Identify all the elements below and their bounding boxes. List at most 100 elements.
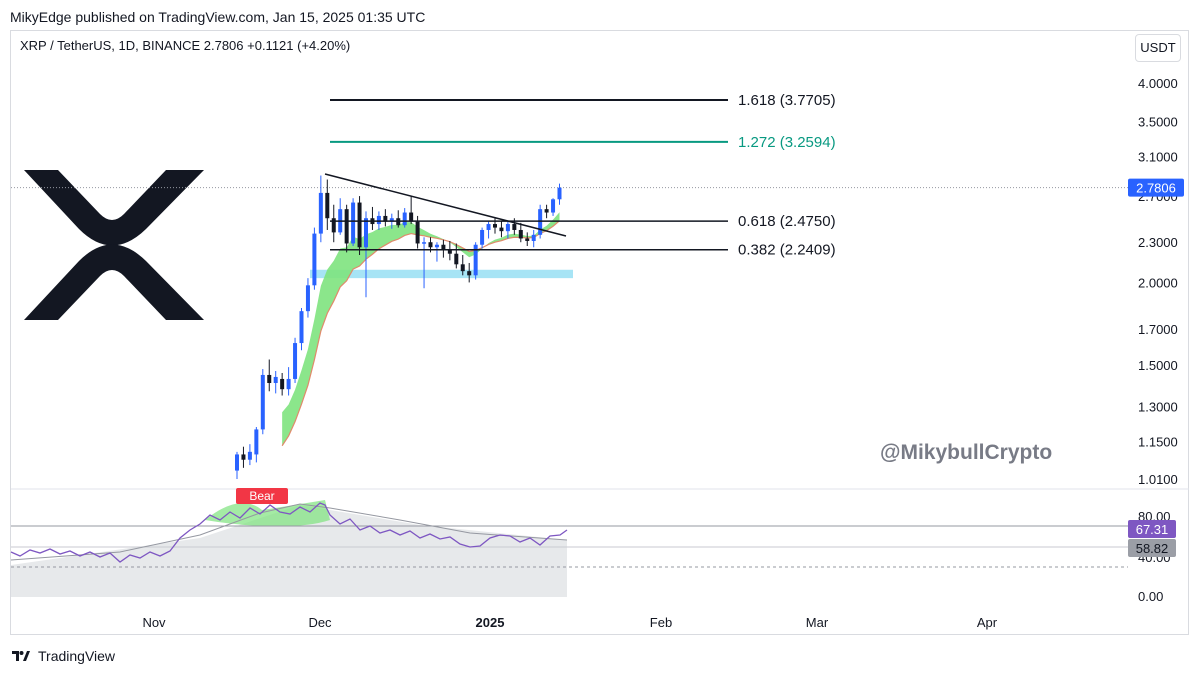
candle-body (434, 244, 439, 248)
candle-body (493, 224, 497, 228)
candle-body (525, 238, 530, 241)
trend-ribbon (281, 212, 560, 447)
candle (280, 372, 285, 396)
fib-label-1272: 1.272 (3.2594) (738, 134, 836, 151)
candle (505, 221, 510, 239)
candle (409, 196, 414, 225)
fib-label-0382: 0.382 (2.2409) (738, 242, 836, 259)
currency-button[interactable]: USDT (1135, 34, 1181, 62)
candle (325, 179, 330, 230)
candle-body (518, 229, 523, 239)
time-label-mar: Mar (806, 615, 829, 630)
footer-brand-label: TradingView (38, 648, 116, 664)
candle-body (531, 234, 536, 241)
candle-body (364, 218, 368, 248)
price-tick: 1.0100 (1138, 472, 1178, 487)
candle-body (409, 212, 414, 222)
candle (480, 227, 485, 249)
candle (383, 209, 388, 227)
candle (235, 451, 239, 479)
bear-label: Bear (249, 489, 274, 503)
candle (518, 222, 523, 243)
candle-body (428, 242, 433, 248)
candle-body (415, 221, 420, 244)
candle-body (267, 374, 272, 384)
xrp-logo-icon (24, 170, 204, 320)
candle-body (357, 202, 362, 248)
candle-body (557, 187, 562, 200)
rsi-ma-badge (1128, 539, 1176, 557)
time-label-apr: Apr (977, 615, 998, 630)
candle (267, 359, 272, 392)
author-watermark: @MikybullCrypto (880, 441, 1053, 464)
candle (351, 198, 356, 246)
candle-body (551, 199, 556, 213)
candle (467, 262, 472, 283)
candle (260, 369, 265, 435)
candle (525, 232, 530, 246)
candle (254, 427, 259, 463)
price-tick: 3.5000 (1138, 114, 1178, 129)
time-label-feb: Feb (650, 615, 672, 630)
candle-body (235, 454, 239, 471)
symbol-info[interactable]: XRP / TetherUS, 1D, BINANCE 2.7806 +0.11… (20, 38, 351, 53)
candle (338, 198, 343, 235)
rsi-value: 67.31 (1136, 522, 1169, 537)
time-label-dec: Dec (308, 615, 332, 630)
candle-body (254, 429, 259, 455)
candle-body (544, 209, 549, 213)
descending-trendline[interactable] (324, 173, 567, 237)
candle-body (318, 192, 323, 234)
price-tick: 1.1500 (1138, 435, 1178, 450)
candle (396, 210, 401, 228)
time-label-nov: Nov (142, 615, 166, 630)
candle (454, 243, 459, 269)
candle (273, 371, 278, 394)
candle (473, 242, 478, 280)
candle-body (480, 229, 485, 245)
last-price-value: 2.7806 (1136, 181, 1176, 196)
rsi-fill (11, 505, 567, 597)
candle-body (422, 242, 427, 244)
price-axis[interactable]: 4.00003.50003.10002.70002.30002.00001.70… (1138, 76, 1178, 487)
candle-body (512, 224, 517, 230)
price-tick: 1.7000 (1138, 322, 1178, 337)
rsi-ma-line (10, 503, 568, 561)
candle (331, 204, 336, 243)
candle-body (441, 244, 446, 250)
tradingview-logo-icon (12, 651, 30, 661)
candle-body (293, 343, 298, 379)
price-tick: 1.3000 (1138, 399, 1178, 414)
candle (312, 227, 317, 290)
rsi-pane[interactable]: Bear (10, 488, 1128, 597)
candle-body (351, 202, 356, 244)
time-axis[interactable]: Nov Dec 2025 Feb Mar Apr (142, 615, 997, 630)
rsi-tick-0: 0.00 (1138, 589, 1163, 604)
candle (499, 220, 504, 238)
candle (551, 198, 556, 216)
candle (318, 175, 323, 243)
candle (544, 204, 549, 219)
bear-label-badge (236, 488, 288, 504)
candle (241, 446, 246, 468)
candle (357, 196, 362, 256)
candle-body (331, 218, 336, 233)
publisher-caption: MikyEdge published on TradingView.com, J… (10, 9, 426, 25)
footer-brand[interactable]: TradingView (10, 648, 115, 664)
time-label-2025: 2025 (476, 615, 505, 630)
candle (305, 278, 310, 318)
fib-levels: 1.618 (3.7705) 1.272 (3.2594) 0.618 (2.4… (330, 92, 836, 259)
candle (402, 208, 407, 228)
candle (286, 367, 291, 396)
candle-body (486, 224, 491, 230)
candle (422, 237, 427, 289)
candle-body (383, 215, 388, 222)
candle (447, 240, 452, 261)
candle-body (273, 376, 278, 384)
last-price-badge (1128, 178, 1184, 197)
candle-body (505, 224, 510, 232)
price-tick: 4.0000 (1138, 76, 1178, 91)
candle (344, 204, 349, 253)
price-tick: 1.5000 (1138, 358, 1178, 373)
